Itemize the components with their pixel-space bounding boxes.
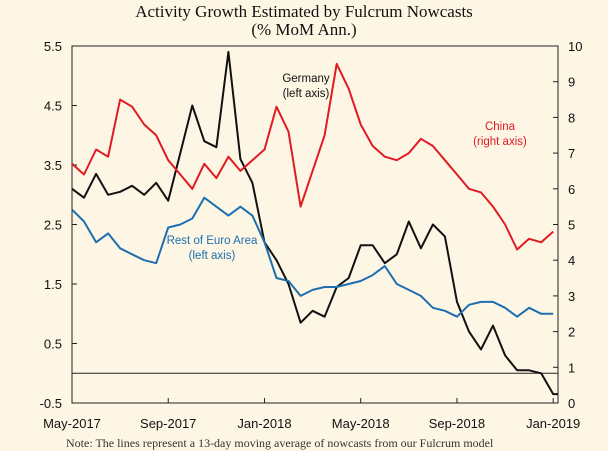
left-axis: 5.5 4.5 3.5 2.5 1.5 0.5 -0.5 [40,39,77,411]
left-tick-label: 0.5 [44,337,62,352]
right-tick-label: 8 [568,110,575,125]
series-line-china [71,62,554,251]
left-tick-label: 5.5 [44,39,62,54]
left-tick-label: 4.5 [44,99,62,114]
left-tick-label: -0.5 [40,396,62,411]
series-line-germany [71,50,558,396]
annotation-layer: Germany (left axis) Rest of Euro Area (left… [167,73,527,262]
right-tick-label: 9 [568,75,575,90]
chart-subtitle: (% MoM Ann.) [251,20,357,39]
chart-title: Activity Growth Estimated by Fulcrum Now… [135,2,473,21]
x-tick-label: May-2017 [43,416,101,431]
series-layer [71,50,558,396]
right-tick-label: 10 [568,39,582,54]
series-line-rest-of-euro-area [71,196,554,318]
series-label-china: China (right axis) [473,121,527,148]
x-tick-label: May-2018 [332,416,390,431]
series-label-rest-of-euro-area: Rest of Euro Area (left axis) [167,235,258,262]
right-tick-label: 3 [568,289,575,304]
left-tick-label: 2.5 [44,218,62,233]
right-tick-label: 5 [568,218,575,233]
right-tick-label: 0 [568,396,575,411]
series-label-germany: Germany (left axis) [282,73,330,100]
x-tick-label: Sep-2017 [140,416,196,431]
x-tick-label: Jan-2018 [237,416,291,431]
right-tick-label: 2 [568,325,575,340]
footer-note: Note: The lines represent a 13-day movin… [66,436,494,450]
left-tick-label: 3.5 [44,158,62,173]
right-tick-label: 4 [568,253,575,268]
x-tick-label: Sep-2018 [429,416,485,431]
x-tick-label: Jan-2019 [526,416,580,431]
right-tick-label: 7 [568,146,575,161]
left-tick-label: 1.5 [44,277,62,292]
right-tick-label: 1 [568,360,575,375]
x-axis: May-2017 Sep-2017 Jan-2018 May-2018 Sep-2018… [43,398,580,431]
right-tick-label: 6 [568,182,575,197]
